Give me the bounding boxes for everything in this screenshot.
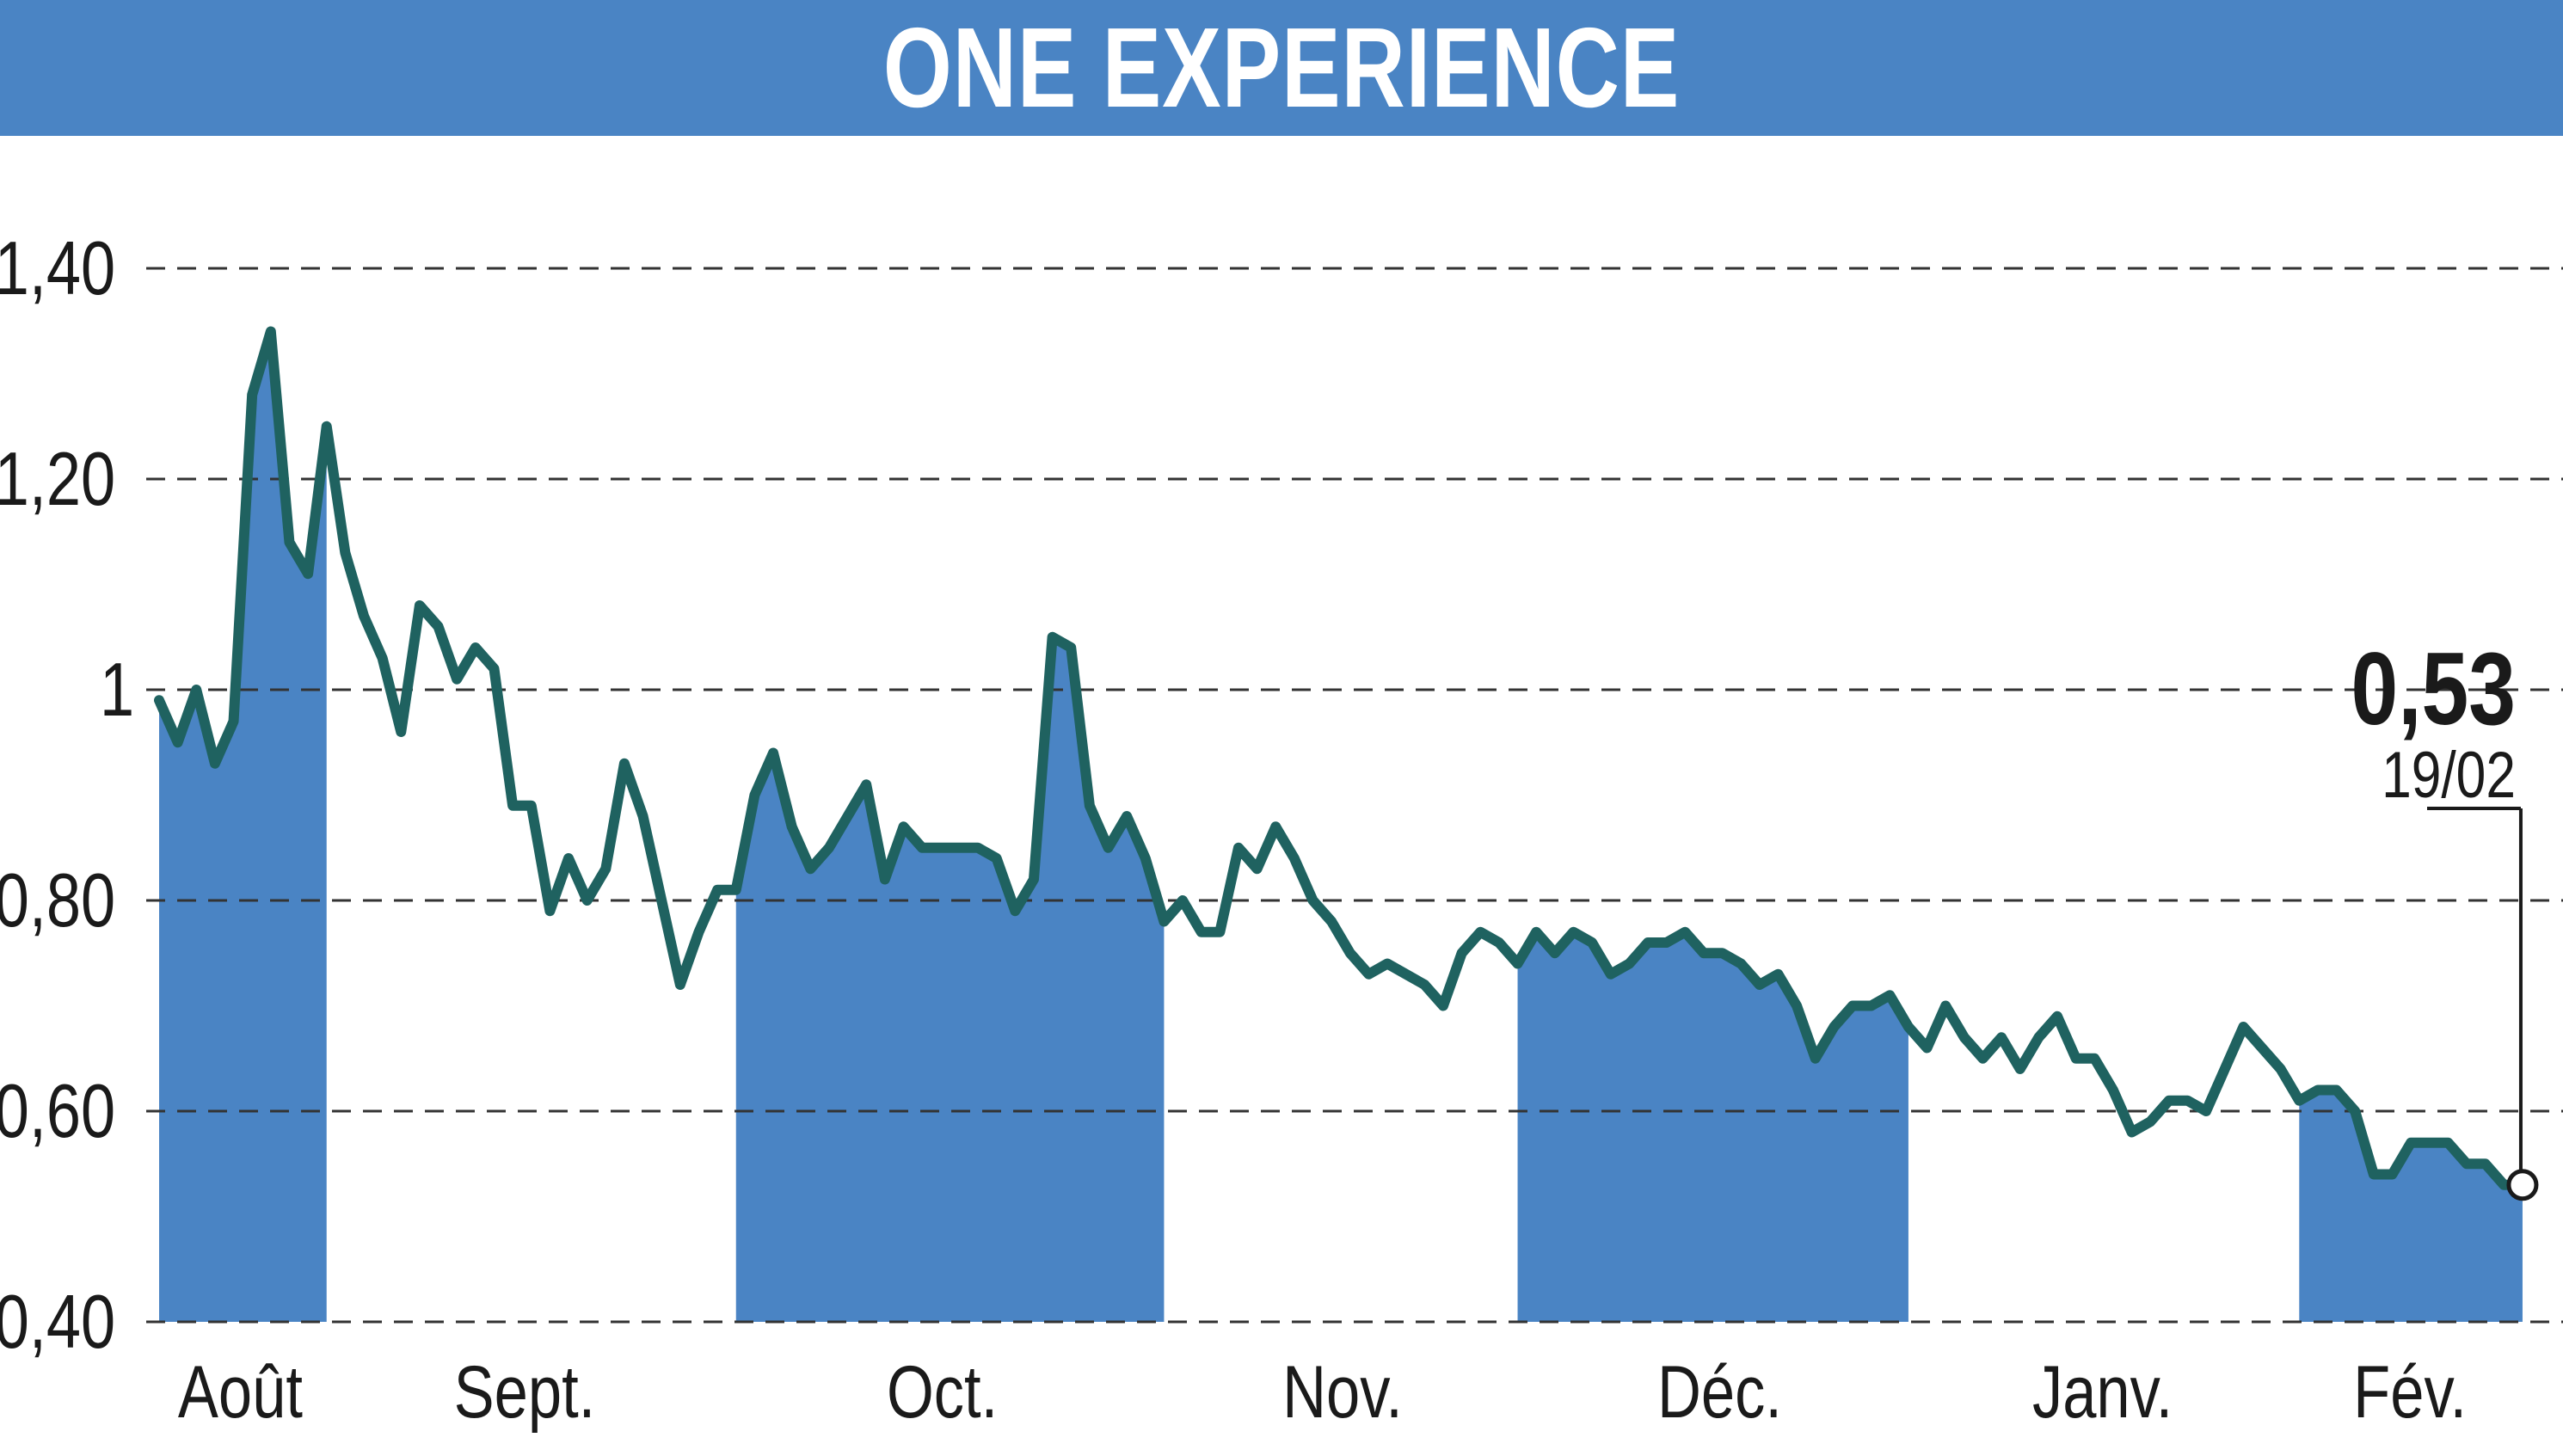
last-value-label: 0,53	[2351, 632, 2516, 746]
title-bar	[0, 0, 2563, 136]
last-value-dot	[2506, 1169, 2539, 1201]
x-tick-label-5: Janv.	[2032, 1350, 2173, 1433]
x-tick-label-2: Oct.	[887, 1350, 998, 1433]
series-line	[154, 326, 2528, 1190]
y-tick-label-1: 0,60	[0, 1069, 115, 1153]
month-band-2	[735, 636, 1165, 1322]
x-tick-label-4: Déc.	[1657, 1350, 1782, 1433]
page-title: ONE EXPERIENCE	[882, 4, 1681, 131]
y-tick-label-0: 0,40	[0, 1280, 115, 1364]
price-series	[154, 326, 2528, 1190]
x-tick-label-0: Août	[178, 1350, 303, 1433]
last-value-marker: 0,53 19/02	[2351, 632, 2539, 1201]
month-band-4	[1517, 931, 1908, 1322]
y-tick-label-3: 1	[100, 648, 134, 732]
x-axis-ticks: Août Sept. Oct. Nov. Déc. Janv. Fév.	[178, 1350, 2467, 1433]
month-band-0	[159, 331, 327, 1322]
y-tick-label-4: 1,20	[0, 437, 115, 521]
month-bands	[159, 331, 2523, 1322]
last-date-label: 19/02	[2382, 738, 2516, 811]
y-tick-label-5: 1,40	[0, 226, 115, 310]
y-tick-label-2: 0,80	[0, 858, 115, 943]
x-tick-label-1: Sept.	[454, 1350, 596, 1433]
x-tick-label-3: Nov.	[1282, 1350, 1403, 1433]
month-band-6	[2299, 1090, 2523, 1322]
x-tick-label-6: Fév.	[2353, 1350, 2467, 1433]
y-axis-ticks: 0,40 0,60 0,80 1 1,20 1,40	[0, 226, 134, 1364]
